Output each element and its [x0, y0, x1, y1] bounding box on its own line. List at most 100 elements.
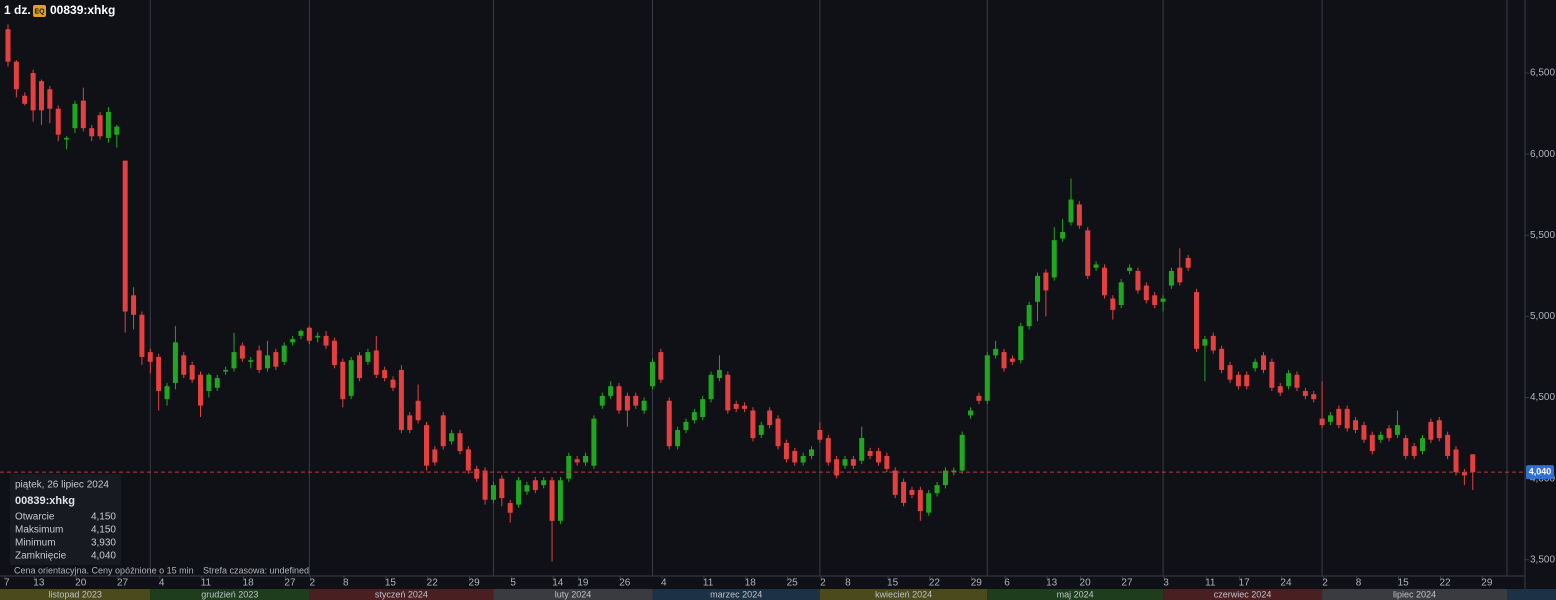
candle-body	[490, 485, 496, 500]
candle-body	[1068, 199, 1074, 223]
candle-body	[482, 470, 488, 500]
x-tick-label: 11	[703, 578, 714, 589]
month-band	[1507, 589, 1556, 600]
x-tick-label: 4	[159, 578, 165, 589]
candle-body	[1227, 365, 1233, 380]
candle-body	[256, 350, 262, 370]
tooltip-value: 4,150	[91, 525, 116, 536]
candle-body	[1168, 270, 1174, 286]
x-tick-label: 15	[385, 578, 397, 589]
footer-note: Cena orientacyjna. Ceny opóźnione o 15 m…	[14, 565, 194, 575]
candle-body	[599, 395, 605, 406]
x-tick-label: 27	[1121, 578, 1133, 589]
candle-body	[633, 395, 639, 406]
month-band	[0, 589, 151, 600]
candle-body	[951, 470, 957, 473]
candle-body	[1118, 282, 1124, 306]
candle-body	[675, 429, 681, 447]
candle-body	[1453, 449, 1459, 473]
x-tick-label: 5	[510, 578, 516, 589]
candle-body	[926, 493, 932, 513]
candle-body	[767, 410, 773, 426]
candle-body	[1445, 434, 1451, 456]
candle-body	[198, 374, 204, 406]
month-band	[652, 589, 820, 600]
candle-body	[239, 345, 245, 359]
candle-body	[516, 480, 522, 505]
candle-body	[415, 400, 421, 421]
candle-body	[1219, 348, 1225, 370]
x-tick-label: 27	[117, 578, 129, 589]
x-tick-label: 25	[787, 578, 799, 589]
x-tick-label: 11	[201, 578, 212, 589]
x-tick-label: 22	[929, 578, 941, 589]
candle-body	[750, 410, 756, 439]
candle-body	[658, 352, 664, 380]
candle-body	[624, 395, 630, 411]
candle-body	[38, 81, 44, 111]
candle-body	[390, 379, 396, 388]
candle-body	[716, 369, 722, 379]
candle-body	[97, 115, 103, 137]
month-label: czerwiec 2024	[1214, 589, 1272, 599]
tooltip-label: Maksimum	[15, 525, 63, 536]
candle-body	[1244, 374, 1250, 387]
x-tick-label: 29	[469, 578, 481, 589]
candle-body	[465, 449, 471, 471]
candle-body	[1411, 446, 1417, 456]
month-label: listopad 2023	[48, 589, 102, 599]
candle-body	[47, 89, 53, 109]
tooltip-box	[10, 474, 121, 565]
candle-body	[1026, 305, 1032, 327]
candle-body	[583, 455, 589, 463]
tooltip-value: 4,150	[91, 512, 116, 523]
x-tick-label: 18	[243, 578, 255, 589]
month-band	[309, 589, 494, 600]
badge: EQ	[34, 8, 45, 15]
candle-body	[1194, 292, 1200, 349]
candle-body	[1110, 298, 1116, 310]
candle-body	[1294, 374, 1300, 388]
month-label: luty 2024	[555, 589, 592, 599]
x-tick-label: 27	[284, 578, 296, 589]
candle-body	[566, 455, 572, 479]
candle-body	[875, 451, 881, 463]
candle-body	[1403, 438, 1409, 456]
candle-body	[1009, 358, 1015, 362]
candle-body	[993, 348, 999, 356]
last-price-label: 4,040	[1529, 467, 1552, 477]
candle-body	[641, 400, 647, 411]
candle-body	[122, 160, 128, 312]
candle-body	[1101, 267, 1107, 296]
candle-body	[1210, 335, 1216, 351]
candle-body	[691, 412, 697, 421]
month-band	[1163, 589, 1323, 600]
candle-body	[809, 449, 815, 456]
candle-body	[457, 433, 463, 452]
month-label: marzec 2024	[710, 589, 762, 599]
x-tick-label: 26	[619, 578, 631, 589]
x-tick-label: 18	[745, 578, 757, 589]
month-label: grudzień 2023	[201, 589, 258, 599]
candle-body	[1001, 352, 1007, 369]
candle-body	[800, 455, 806, 463]
candle-body	[557, 480, 563, 521]
x-tick-label: 2	[1322, 578, 1328, 589]
candle-body	[834, 459, 840, 476]
x-tick-label: 2	[310, 578, 316, 589]
candle-body	[1076, 204, 1082, 226]
candle-body	[733, 404, 739, 409]
interval: 1 dz.	[4, 3, 31, 17]
candle-body	[1160, 298, 1166, 302]
candle-body	[725, 374, 731, 411]
tooltip-value: 3,930	[91, 538, 116, 549]
candle-body	[64, 137, 70, 140]
month-band	[150, 589, 310, 600]
x-tick-label: 20	[1080, 578, 1092, 589]
candle-body	[817, 429, 823, 440]
candle-body	[1436, 420, 1442, 439]
candle-body	[942, 470, 948, 486]
candle-body	[189, 365, 195, 380]
candle-body	[901, 481, 907, 503]
candle-body	[524, 485, 530, 492]
